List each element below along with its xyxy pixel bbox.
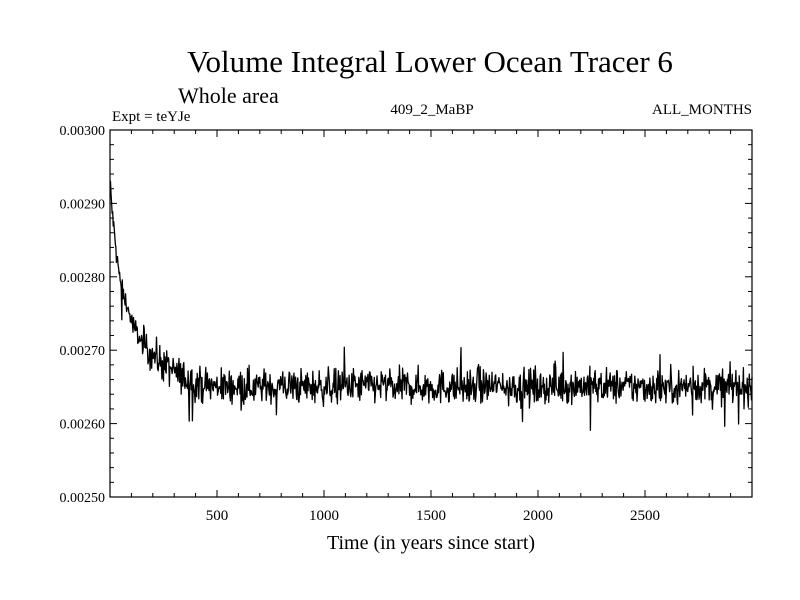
- x-tick-label: 2000: [523, 508, 553, 524]
- x-tick-label: 1000: [309, 508, 339, 524]
- x-tick-label: 500: [206, 508, 229, 524]
- period-label: ALL_MONTHS: [652, 102, 752, 118]
- experiment-label: Expt = teYJe: [112, 109, 191, 125]
- plot-area: [109, 180, 753, 431]
- y-tick-label: 0.00260: [60, 418, 106, 433]
- y-tick-label: 0.00280: [60, 271, 106, 286]
- y-tick-label: 0.00270: [60, 344, 106, 359]
- axes: 0.00250 0.00260 0.00270 0.00280 0.00290 0.003…: [60, 124, 752, 524]
- y-tick-label: 0.00290: [60, 197, 106, 212]
- x-tick-label: 2500: [630, 508, 660, 524]
- x-axis-label: Time (in years since start): [327, 532, 535, 554]
- chart-title: Volume Integral Lower Ocean Tracer 6: [187, 44, 673, 79]
- y-tick-label: 0.00250: [60, 491, 106, 506]
- chart-subtitle: Whole area: [178, 83, 279, 108]
- run-label: 409_2_MaBP: [390, 102, 473, 118]
- series-line: [109, 180, 753, 431]
- y-tick-label: 0.00300: [60, 124, 106, 139]
- x-tick-label: 1500: [416, 508, 446, 524]
- plot-frame: [109, 129, 753, 498]
